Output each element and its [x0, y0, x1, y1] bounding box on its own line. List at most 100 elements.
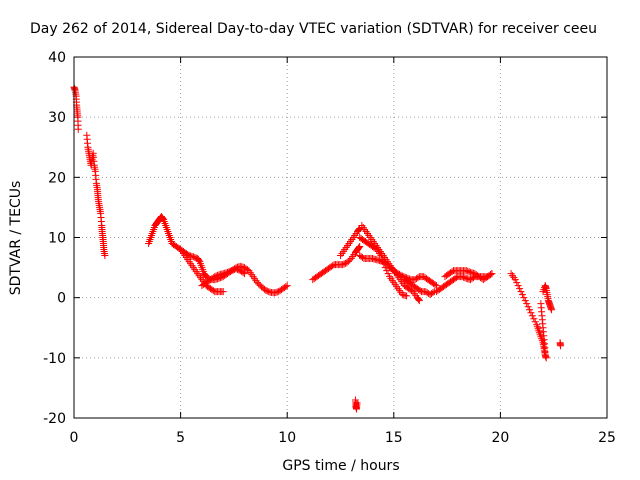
data-point — [224, 268, 232, 276]
data-point — [233, 265, 241, 273]
data-point — [228, 267, 236, 275]
x-tick-label: 15 — [385, 430, 403, 446]
data-point — [527, 309, 535, 317]
data-point — [260, 285, 268, 293]
data-point — [371, 245, 379, 253]
series-arc9 — [358, 221, 423, 305]
data-point — [431, 281, 439, 289]
data-point — [517, 288, 525, 296]
data-point — [465, 268, 473, 276]
data-point — [329, 262, 337, 270]
data-point — [530, 315, 538, 323]
data-point — [232, 265, 240, 273]
data-point — [239, 269, 247, 277]
data-point — [464, 267, 472, 275]
data-point — [381, 259, 389, 267]
data-point — [513, 279, 521, 287]
y-tick-label: 40 — [48, 50, 66, 66]
data-point — [212, 272, 220, 280]
plot-frame — [73, 56, 608, 419]
data-point — [191, 253, 199, 261]
data-point — [241, 270, 249, 278]
data-point — [408, 287, 416, 295]
x-tick-label: 20 — [491, 430, 509, 446]
axis-tick-labels: 0 5 10 15 20 25 -20 -10 0 10 20 30 40 — [43, 50, 616, 446]
data-point — [340, 260, 348, 268]
data-point — [518, 291, 526, 299]
series-arc7 — [337, 224, 364, 260]
x-tick-label: 5 — [176, 430, 185, 446]
y-axis-label: SDTVAR / TECUs — [8, 181, 24, 296]
data-point — [520, 294, 528, 302]
data-point — [195, 257, 203, 265]
x-tick-label: 0 — [70, 430, 79, 446]
series-arc8 — [351, 396, 361, 413]
series-arc3 — [145, 212, 291, 297]
data-points — [70, 83, 565, 413]
series-arc18 — [556, 339, 565, 350]
data-point — [74, 125, 82, 133]
series-arc15 — [507, 270, 550, 362]
data-point — [403, 292, 411, 300]
data-point — [346, 256, 354, 264]
data-point — [211, 273, 219, 281]
data-point — [514, 282, 522, 290]
data-point — [383, 260, 391, 268]
series-arc16 — [537, 300, 549, 356]
x-tick-label: 10 — [278, 430, 296, 446]
data-point — [209, 287, 217, 295]
data-point — [452, 274, 460, 282]
data-point — [511, 276, 519, 284]
data-point — [355, 244, 363, 252]
data-point — [214, 271, 222, 279]
data-point — [209, 274, 217, 282]
data-point — [353, 399, 361, 407]
data-point — [378, 258, 386, 266]
data-point — [397, 271, 405, 279]
data-point — [526, 306, 534, 314]
data-point — [359, 254, 367, 262]
data-point — [226, 267, 234, 275]
data-point — [377, 257, 385, 265]
x-tick-label: 25 — [598, 430, 616, 446]
data-point — [415, 297, 423, 305]
data-point — [488, 270, 496, 278]
data-point — [398, 272, 406, 280]
series-arc14 — [441, 267, 496, 284]
data-point — [219, 288, 227, 296]
data-point — [458, 273, 466, 281]
data-point — [542, 354, 550, 362]
series-arc10 — [356, 234, 411, 300]
data-point — [524, 303, 532, 311]
data-point — [461, 274, 469, 282]
grid-lines — [74, 57, 607, 418]
data-point — [283, 282, 291, 290]
data-point — [459, 273, 467, 281]
data-point — [541, 348, 549, 356]
data-point — [486, 271, 494, 279]
x-axis-label: GPS time / hours — [282, 458, 399, 474]
data-point — [235, 266, 243, 274]
y-tick-label: 20 — [48, 170, 66, 186]
data-point — [384, 270, 392, 278]
data-point — [528, 312, 536, 320]
series-arc13 — [432, 270, 496, 296]
series-arc1 — [70, 83, 82, 133]
y-tick-label: 30 — [48, 110, 66, 126]
series-arc4 — [177, 246, 227, 296]
data-point — [263, 287, 271, 295]
data-point — [393, 269, 401, 277]
data-point — [189, 253, 197, 261]
data-point — [516, 285, 524, 293]
data-point — [159, 214, 167, 222]
series-arc11 — [356, 252, 440, 290]
data-point — [383, 267, 391, 275]
data-point — [356, 243, 364, 251]
series-arc6 — [309, 243, 364, 284]
data-point — [415, 296, 423, 304]
series-arc2 — [83, 131, 109, 260]
y-tick-label: -10 — [43, 351, 66, 367]
data-point — [429, 289, 437, 297]
y-tick-label: 0 — [57, 291, 66, 307]
